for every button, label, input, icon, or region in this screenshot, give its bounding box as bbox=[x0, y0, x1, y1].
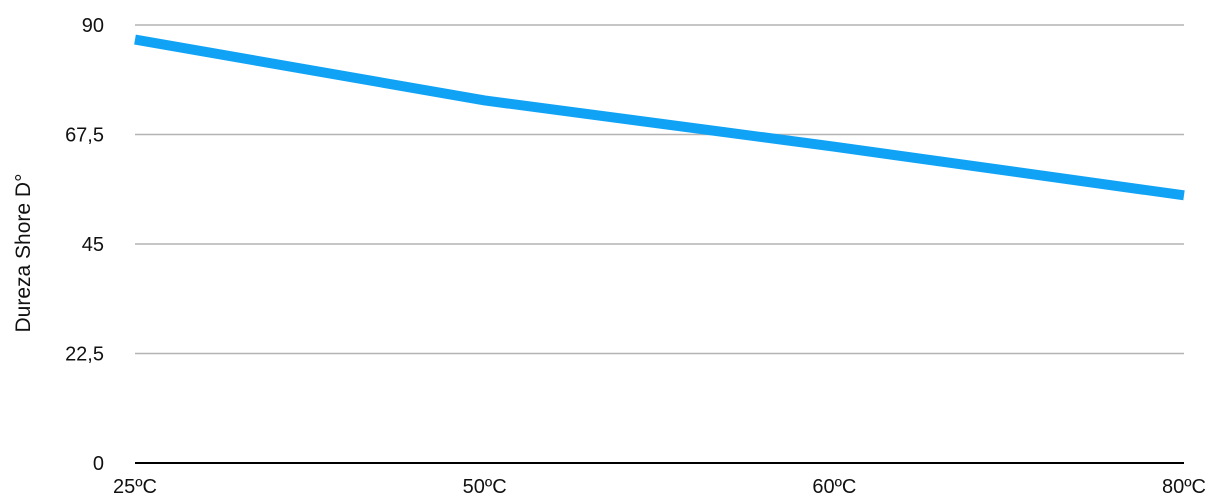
y-tick-label: 67,5 bbox=[65, 125, 104, 147]
x-tick-label: 25ºC bbox=[113, 476, 157, 498]
y-tick-labels: 0 22,5 45 67,5 90 bbox=[65, 15, 104, 475]
series-layer bbox=[134, 34, 1185, 201]
y-tick-label: 45 bbox=[82, 234, 104, 256]
x-tick-label: 80ºC bbox=[1162, 476, 1206, 498]
x-tick-labels: 25ºC 50ºC 60ºC 80ºC bbox=[113, 476, 1206, 498]
gridlines bbox=[135, 24, 1184, 355]
y-tick-label: 0 bbox=[93, 453, 104, 475]
y-tick-label: 22,5 bbox=[65, 344, 104, 366]
y-tick-label: 90 bbox=[82, 15, 104, 37]
y-axis-title: Dureza Shore D° bbox=[12, 174, 35, 333]
series-line bbox=[134, 34, 1185, 201]
x-tick-label: 50ºC bbox=[463, 476, 507, 498]
x-tick-label: 60ºC bbox=[812, 476, 856, 498]
